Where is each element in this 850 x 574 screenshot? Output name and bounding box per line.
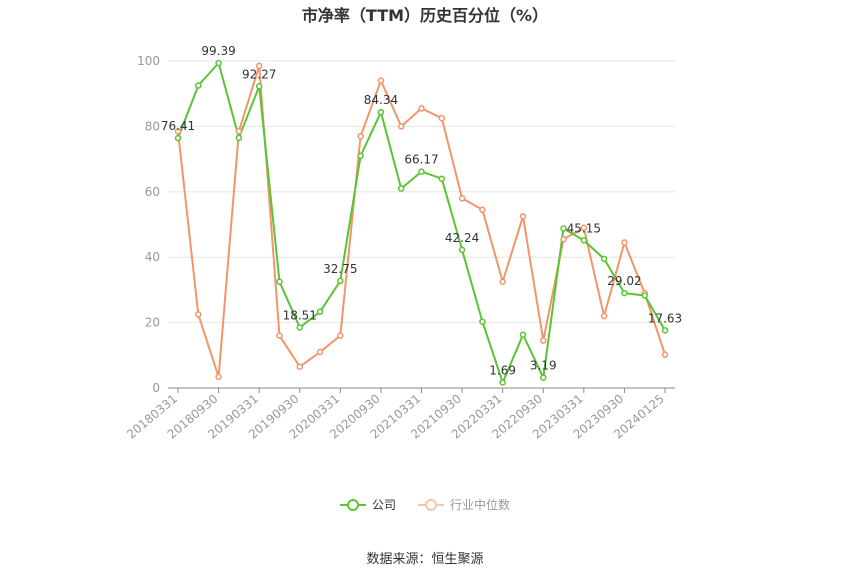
y-tick-label: 40 bbox=[145, 250, 160, 264]
data-point-industry bbox=[560, 235, 567, 243]
data-point-company bbox=[580, 237, 588, 244]
data-point-company bbox=[337, 277, 344, 285]
data-point-company bbox=[519, 331, 527, 338]
data-label: 32.75 bbox=[323, 262, 357, 276]
data-label: 45.15 bbox=[567, 221, 601, 235]
data-point-industry bbox=[357, 132, 364, 140]
data-point-company bbox=[641, 292, 648, 299]
legend-marker-industry bbox=[418, 498, 444, 512]
data-point-company bbox=[479, 318, 486, 325]
data-labels: 76.41 99.39 92.27 18.51 32.75 84.34 66.17 42.24… bbox=[161, 44, 682, 377]
y-tick-label: 60 bbox=[145, 185, 160, 199]
data-label: 99.39 bbox=[201, 44, 235, 58]
data-point-company bbox=[195, 82, 202, 89]
data-point-industry bbox=[540, 337, 547, 344]
data-point-company bbox=[316, 308, 324, 316]
data-point-company bbox=[276, 278, 283, 285]
legend-marker-company bbox=[339, 498, 366, 512]
data-point-company bbox=[458, 246, 466, 254]
legend: 公司 行业中位数 bbox=[0, 496, 850, 513]
data-label: 42.24 bbox=[445, 231, 479, 245]
data-label: 29.02 bbox=[607, 274, 641, 288]
legend-label-industry: 行业中位数 bbox=[450, 498, 511, 512]
data-point-company bbox=[215, 59, 222, 67]
data-point-company bbox=[560, 225, 567, 232]
data-point-company bbox=[174, 134, 182, 142]
data-point-industry bbox=[337, 332, 344, 339]
y-tick-label: 0 bbox=[152, 381, 160, 395]
data-point-company bbox=[600, 255, 608, 263]
data-point-industry bbox=[479, 206, 486, 214]
data-point-industry bbox=[174, 128, 182, 135]
y-tick-label: 100 bbox=[137, 54, 160, 68]
legend-item-industry[interactable]: 行业中位数 bbox=[418, 496, 510, 513]
data-point-industry bbox=[499, 278, 506, 285]
data-point-company bbox=[357, 152, 364, 160]
data-point-industry bbox=[215, 373, 222, 381]
y-axis: 0 20 40 60 80 100 bbox=[137, 54, 160, 395]
data-point-company bbox=[255, 83, 263, 90]
x-axis: 2018033120180930201903312019093020200331… bbox=[124, 387, 675, 442]
data-label: 18.51 bbox=[283, 308, 317, 322]
grid-lines bbox=[168, 60, 675, 324]
data-point-industry bbox=[580, 224, 588, 232]
data-source: 数据来源：恒生聚源 bbox=[366, 552, 484, 567]
data-label: 84.34 bbox=[364, 93, 398, 107]
data-point-industry bbox=[255, 62, 263, 70]
legend-label-company: 公司 bbox=[371, 498, 396, 512]
data-label: 92.27 bbox=[242, 67, 276, 81]
data-point-industry bbox=[377, 77, 385, 84]
data-point-industry bbox=[621, 239, 628, 246]
data-label: 66.17 bbox=[404, 153, 438, 167]
data-point-industry bbox=[296, 363, 303, 370]
data-point-company bbox=[397, 185, 405, 192]
data-point-industry bbox=[235, 128, 243, 135]
chart-title: 市净率（TTM）历史百分位（%） bbox=[301, 6, 549, 25]
legend-item-company[interactable]: 公司 bbox=[339, 496, 396, 513]
series-points bbox=[174, 59, 669, 386]
data-label: 1.69 bbox=[489, 363, 516, 377]
data-point-company bbox=[661, 327, 669, 334]
data-point-industry bbox=[661, 351, 669, 358]
data-point-industry bbox=[600, 312, 608, 320]
data-point-industry bbox=[316, 348, 324, 356]
data-label: 3.19 bbox=[530, 359, 557, 373]
data-label: 17.63 bbox=[648, 311, 682, 325]
data-point-industry bbox=[519, 213, 527, 220]
data-point-company bbox=[540, 374, 547, 381]
data-point-company bbox=[438, 175, 446, 182]
data-point-company bbox=[621, 289, 628, 297]
data-point-company bbox=[418, 168, 425, 175]
data-point-company bbox=[499, 379, 506, 386]
data-point-company bbox=[296, 324, 303, 331]
y-tick-label: 80 bbox=[145, 119, 160, 133]
data-point-company bbox=[377, 108, 385, 116]
data-point-industry bbox=[438, 114, 446, 122]
y-tick-label: 20 bbox=[145, 316, 160, 330]
data-point-company bbox=[235, 134, 243, 142]
data-point-industry bbox=[397, 123, 405, 130]
data-label: 76.41 bbox=[161, 119, 195, 133]
data-point-industry bbox=[276, 332, 283, 339]
data-point-industry bbox=[418, 105, 425, 112]
data-point-industry bbox=[195, 311, 202, 318]
data-point-industry bbox=[458, 195, 466, 202]
